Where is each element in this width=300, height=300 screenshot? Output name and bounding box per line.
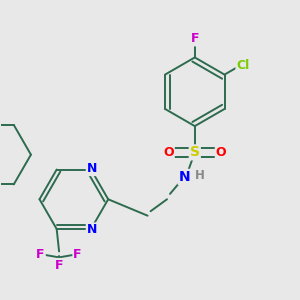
Text: F: F xyxy=(190,32,199,45)
Text: H: H xyxy=(195,169,205,182)
Text: N: N xyxy=(87,162,97,175)
Text: N: N xyxy=(87,224,97,236)
Text: O: O xyxy=(163,146,174,159)
Text: F: F xyxy=(36,248,45,262)
Text: O: O xyxy=(216,146,226,159)
Text: F: F xyxy=(55,259,63,272)
Text: Cl: Cl xyxy=(236,59,250,72)
Text: F: F xyxy=(73,248,82,262)
Text: S: S xyxy=(190,146,200,159)
Text: N: N xyxy=(178,170,190,184)
